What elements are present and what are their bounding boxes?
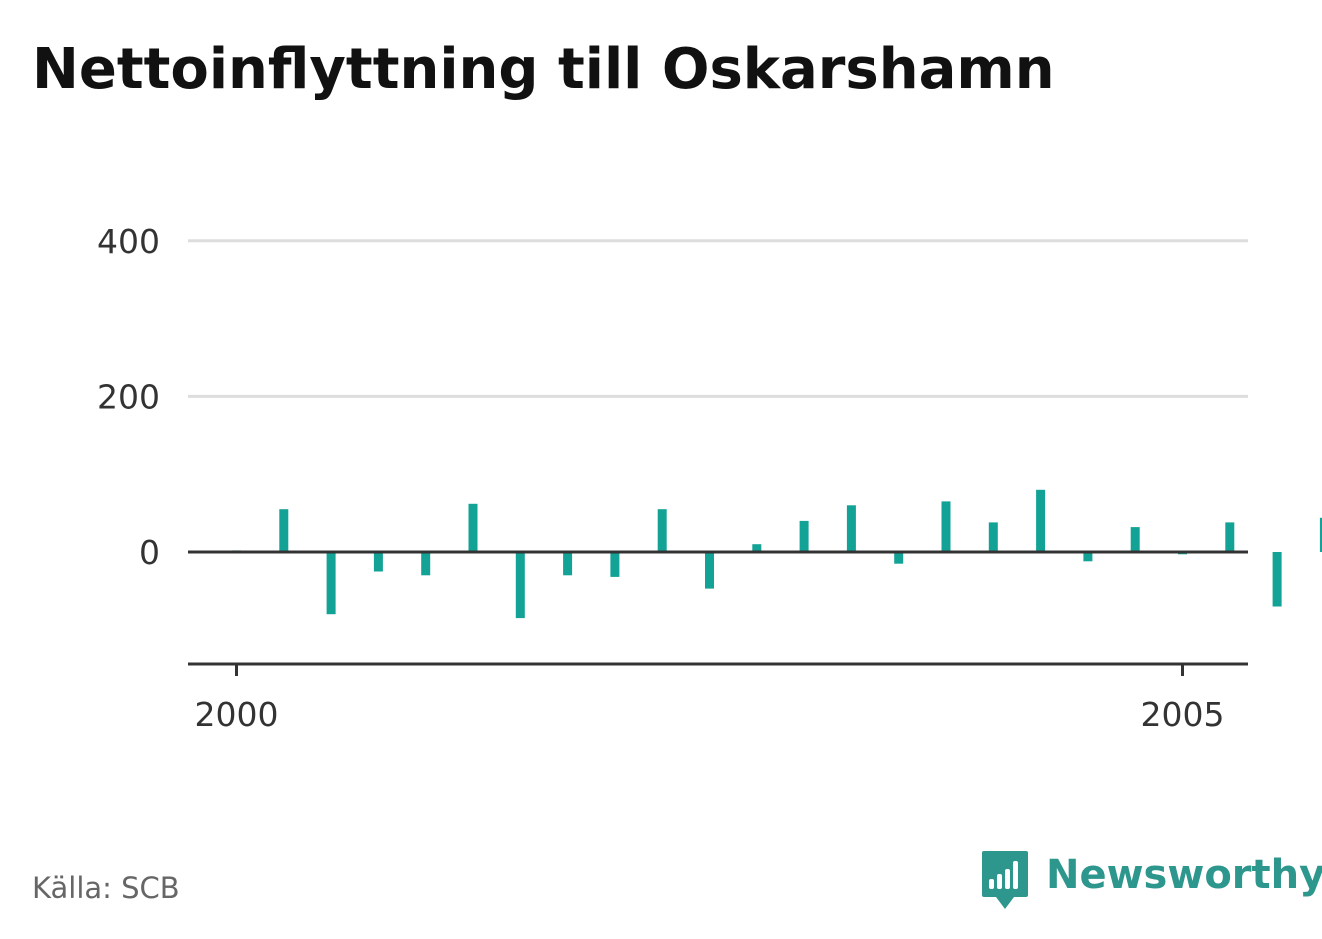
bar bbox=[941, 501, 951, 552]
bar bbox=[1225, 522, 1235, 552]
bars bbox=[232, 489, 1322, 619]
bar bbox=[468, 503, 478, 552]
x-tick-label: 2005 bbox=[1141, 695, 1225, 734]
newsworthy-logo[interactable]: Newsworthy bbox=[980, 849, 1322, 911]
x-tick-label: 2000 bbox=[195, 695, 279, 734]
bar bbox=[752, 544, 762, 552]
gridlines bbox=[188, 239, 1248, 398]
bar bbox=[799, 520, 809, 552]
bar bbox=[563, 552, 573, 576]
tick-labels: 4002000200020052010201520202025 bbox=[97, 222, 1225, 734]
bar bbox=[421, 552, 431, 576]
bar bbox=[373, 552, 383, 572]
newsworthy-logo-icon bbox=[982, 851, 1028, 909]
bar bbox=[657, 509, 667, 552]
axes bbox=[188, 550, 1248, 676]
brand-name: Newsworthy bbox=[1046, 852, 1322, 898]
y-tick-label: 400 bbox=[97, 222, 160, 261]
bar bbox=[1036, 489, 1046, 552]
bar bbox=[1319, 517, 1322, 552]
bar bbox=[705, 552, 714, 589]
bar bbox=[894, 552, 904, 564]
source-label: Källa: SCB bbox=[32, 871, 180, 905]
bar bbox=[279, 509, 289, 552]
bar bbox=[846, 505, 856, 552]
chart-title: Nettoinflyttning till Oskarshamn bbox=[32, 37, 1055, 102]
bar bbox=[610, 552, 620, 577]
bar bbox=[1083, 552, 1093, 562]
bar bbox=[1130, 527, 1140, 552]
y-tick-label: 200 bbox=[97, 377, 160, 416]
bar bbox=[515, 552, 525, 619]
bar bbox=[1272, 552, 1282, 607]
y-tick-label: 0 bbox=[139, 533, 160, 572]
bar bbox=[326, 552, 336, 615]
bar bbox=[988, 522, 998, 552]
